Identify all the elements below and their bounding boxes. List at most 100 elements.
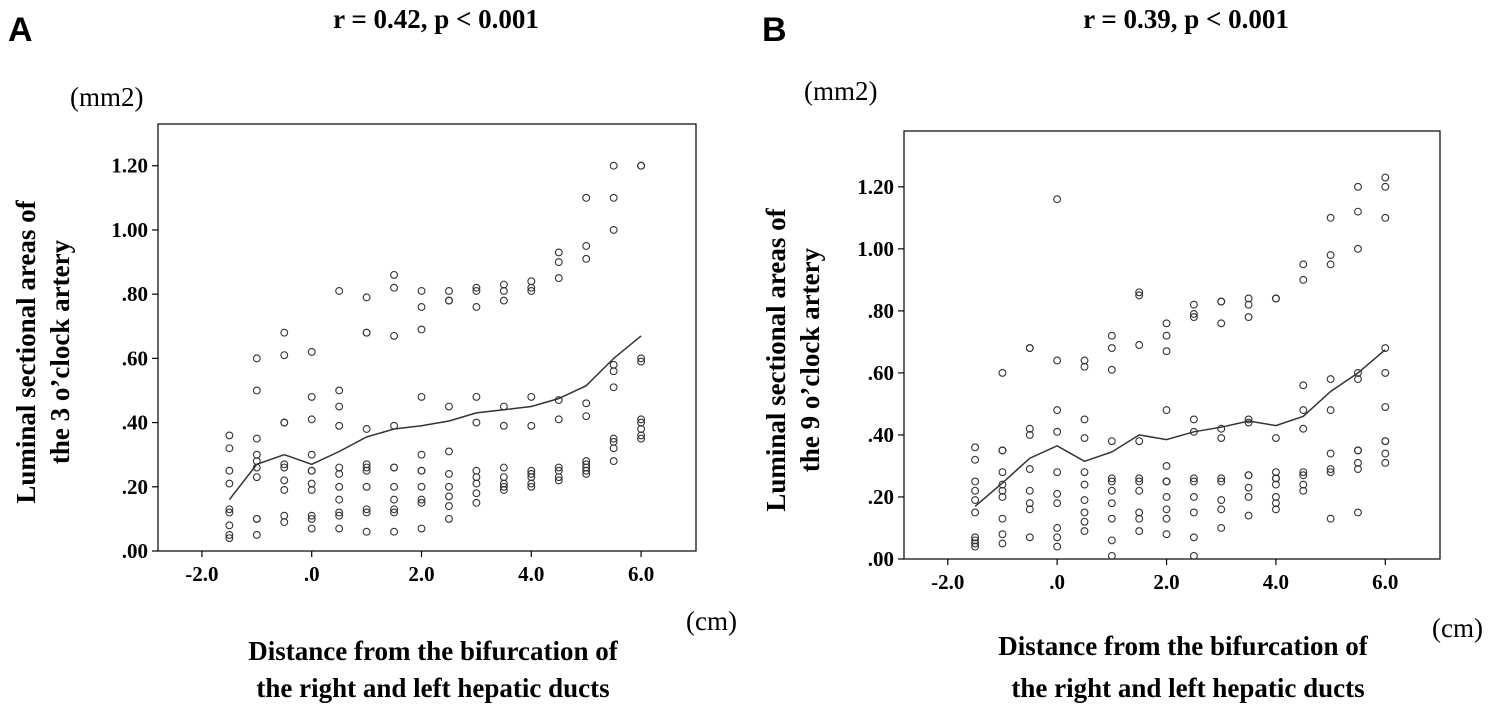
data-point xyxy=(527,392,536,401)
data-point xyxy=(390,505,399,514)
y-tick-label: .60 xyxy=(868,361,894,385)
data-point xyxy=(554,476,563,485)
data-point xyxy=(1217,297,1226,306)
data-point xyxy=(1135,291,1144,300)
y-tick-label: .40 xyxy=(868,423,894,447)
data-point xyxy=(1107,437,1116,446)
data-point xyxy=(445,514,453,523)
data-point xyxy=(998,486,1007,495)
data-point xyxy=(1080,508,1089,517)
data-point xyxy=(1354,446,1362,455)
y-unit-label: (mm2) xyxy=(70,82,144,112)
data-point xyxy=(1244,483,1253,492)
y-tick-label: .20 xyxy=(868,485,894,509)
data-point xyxy=(554,415,563,424)
data-point xyxy=(1271,480,1280,489)
data-point xyxy=(335,463,344,472)
y-axis-label-line-1: Luminal sectional areas of xyxy=(11,199,41,503)
data-point xyxy=(280,328,289,337)
data-point xyxy=(472,466,481,475)
data-point xyxy=(1381,182,1390,191)
data-point xyxy=(1135,508,1144,517)
data-point xyxy=(445,447,453,456)
y-tick-label: .60 xyxy=(122,346,148,370)
data-point xyxy=(1162,406,1171,415)
data-point xyxy=(1299,468,1308,477)
data-point xyxy=(252,354,261,363)
data-point xyxy=(445,286,453,295)
y-axis-label-line-1: Luminal sectional areas of xyxy=(761,207,791,511)
data-point xyxy=(1107,536,1116,545)
data-point xyxy=(472,489,481,498)
data-point xyxy=(1354,368,1362,377)
data-point xyxy=(1053,499,1062,508)
data-point xyxy=(335,469,344,478)
x-tick-label: 4.0 xyxy=(518,562,544,586)
data-point xyxy=(582,412,591,421)
data-point xyxy=(1135,477,1144,486)
data-point xyxy=(335,508,344,517)
data-point xyxy=(445,296,453,305)
data-point xyxy=(1107,344,1116,353)
y-axis-label: Luminal sectional areas of the 9 o’clock… xyxy=(761,207,825,511)
data-point xyxy=(499,482,508,491)
data-point xyxy=(527,479,536,488)
data-point xyxy=(1244,313,1253,322)
data-point xyxy=(362,425,371,433)
data-point xyxy=(307,479,316,488)
data-point xyxy=(1162,347,1171,356)
x-axis-label-line-1: Distance from the bifurcation of xyxy=(998,631,1368,661)
data-point xyxy=(362,293,371,302)
data-point xyxy=(527,286,536,295)
data-point xyxy=(225,508,234,517)
data-point xyxy=(1107,331,1116,340)
data-point xyxy=(998,368,1007,377)
data-point xyxy=(527,421,536,430)
data-point xyxy=(472,303,481,311)
data-point xyxy=(971,536,980,545)
data-point xyxy=(335,386,344,395)
data-point xyxy=(1135,341,1144,349)
data-point xyxy=(472,283,481,292)
data-point xyxy=(252,530,261,539)
data-point xyxy=(582,466,591,475)
data-point xyxy=(445,502,453,511)
data-point xyxy=(1053,468,1062,477)
data-point xyxy=(1025,499,1034,508)
data-point xyxy=(1354,207,1362,216)
data-point xyxy=(971,539,980,548)
data-point xyxy=(998,539,1007,548)
data-point xyxy=(225,521,234,530)
data-point xyxy=(971,486,980,495)
data-point xyxy=(1299,260,1308,269)
data-point xyxy=(499,463,508,472)
data-point xyxy=(280,463,289,472)
data-point xyxy=(1271,505,1280,514)
data-point xyxy=(390,495,399,504)
data-point xyxy=(998,468,1007,477)
data-point xyxy=(1217,496,1226,505)
data-point xyxy=(1162,331,1171,340)
data-point xyxy=(1299,471,1308,480)
data-point xyxy=(417,286,426,295)
data-point xyxy=(362,328,371,337)
data-point xyxy=(417,495,426,504)
data-point xyxy=(362,482,371,491)
data-point xyxy=(998,446,1007,455)
x-unit-label: (cm) xyxy=(686,606,737,636)
x-tick-label: -2.0 xyxy=(931,570,964,594)
data-point xyxy=(998,514,1007,523)
data-point xyxy=(1107,499,1116,508)
data-point xyxy=(252,514,261,523)
data-point xyxy=(527,277,536,286)
trend-line-group xyxy=(228,335,642,501)
data-point xyxy=(335,524,344,533)
data-point xyxy=(280,418,289,427)
data-point xyxy=(1080,496,1089,505)
data-point xyxy=(1244,493,1253,501)
data-point xyxy=(362,508,371,517)
data-point xyxy=(609,383,618,392)
y-tick-label: .20 xyxy=(122,475,148,499)
data-point xyxy=(1381,213,1390,222)
